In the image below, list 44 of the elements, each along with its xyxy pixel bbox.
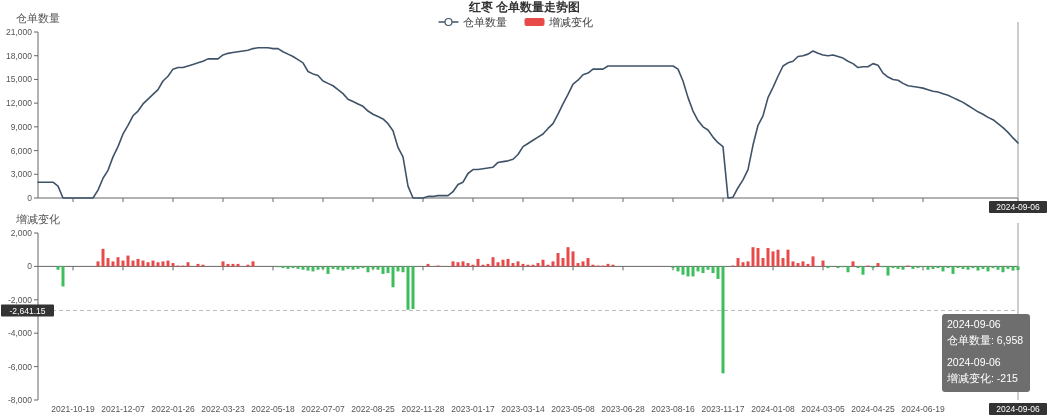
ref-line-label: -2,641.15	[9, 305, 46, 316]
x-tick-label: 2024-04-25	[851, 404, 896, 414]
y-tick-label: 6,000	[10, 145, 33, 156]
y-tick-label: -8,000	[7, 395, 33, 405]
y-tick-label: -4,000	[7, 328, 33, 339]
x-tick-label: 2023-03-14	[501, 404, 546, 414]
x-tick-label: 2024-09-06	[996, 404, 1041, 414]
x-tick-label: 2022-01-26	[151, 404, 196, 414]
x-tick-label: 2023-08-16	[651, 404, 696, 414]
y-tick-label: 0	[27, 193, 33, 203]
x-tick-label: 2021-10-19	[51, 404, 96, 414]
y-tick-label: 15,000	[6, 74, 33, 85]
y-tick-label: -6,000	[7, 361, 33, 372]
x-tick-label: 2024-03-05	[801, 404, 846, 414]
annotation: 2024-09-06	[947, 356, 1001, 368]
y-tick-label: 18,000	[6, 50, 33, 61]
x-tick-label: 2023-06-28	[601, 404, 646, 414]
y-tick-label: 0	[27, 261, 33, 272]
y-tick-label: 2,000	[10, 228, 33, 238]
annotation: 2024-09-06	[947, 318, 1001, 330]
x-tick-label: 2022-05-18	[251, 404, 296, 414]
x-tick-label: 2024-06-19	[901, 404, 946, 414]
x-tick-label: 2024-01-08	[751, 404, 796, 414]
x-tick-label: 2023-11-17	[701, 404, 745, 414]
x-tick-label: 2022-03-23	[201, 404, 246, 414]
x-tick-label: 2022-07-07	[301, 404, 346, 414]
x-tick-label: 2022-08-25	[351, 404, 396, 414]
annotation: 仓单数量: 6,958	[947, 334, 1024, 346]
legend-label: 增减变化	[547, 16, 593, 28]
x-tick-label: 2021-12-07	[101, 404, 146, 414]
y-axis-title: 仓单数量	[16, 12, 60, 24]
x-tick-label: 2023-01-17	[451, 404, 496, 414]
legend-label: 仓单数量	[462, 16, 507, 28]
y-tick-label: 21,000	[6, 27, 33, 37]
y-tick-label: 12,000	[6, 98, 33, 109]
x-tick-label: 2023-05-08	[551, 404, 596, 414]
annotation: 增减变化: -215	[946, 372, 1019, 384]
chart-title: 红枣 仓单数量走势图	[467, 0, 581, 14]
y-tick-label: 9,000	[10, 121, 33, 132]
category-label: 2024-09-06	[996, 202, 1040, 212]
y-tick-label: -2,000	[7, 294, 33, 305]
y-axis-title: 增减变化	[15, 213, 60, 225]
y-tick-label: 3,000	[10, 169, 33, 180]
x-tick-label: 2022-11-28	[401, 404, 445, 414]
